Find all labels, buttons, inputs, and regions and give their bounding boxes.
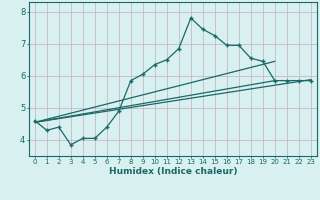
X-axis label: Humidex (Indice chaleur): Humidex (Indice chaleur) <box>108 167 237 176</box>
